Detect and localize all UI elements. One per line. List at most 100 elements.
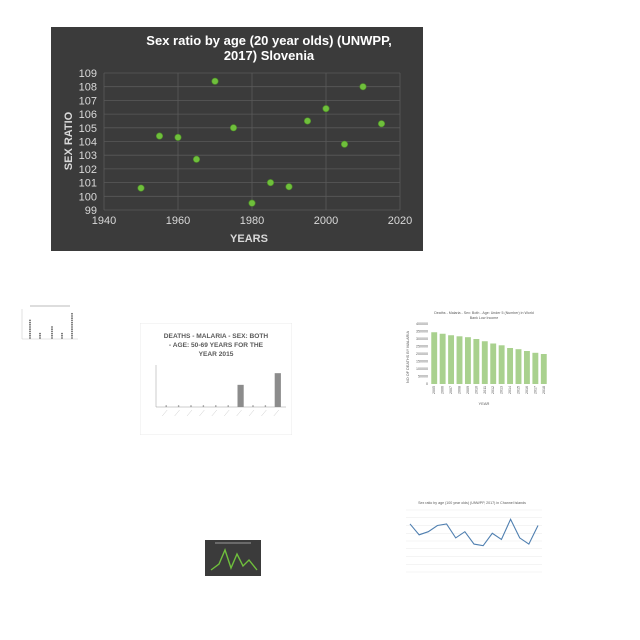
y-tick-label: 102 [79,164,97,176]
data-point [267,179,275,187]
data-point [340,140,348,148]
y-tick-label: 106 [79,109,97,121]
thumb3-bar [498,345,505,384]
thumb3-y-label: NO OF DEATHS BY MALARIA [406,331,410,383]
thumb3-x-tick: 2005 [432,386,436,394]
thumb3-x-tick: 2009 [466,386,470,394]
thumb3-bars [431,332,547,384]
thumb3-bar [439,333,446,384]
thumb3-y-ticks: 0 50000 100000 150000 200000 250000 300000 3500… [416,322,428,386]
thumb3-bar [540,354,547,384]
thumb3-x-tick: 2013 [500,386,504,394]
grid-lines [103,72,401,211]
x-tick-label: 1980 [240,215,264,227]
thumb2-bar [252,405,254,407]
thumb3-bar [532,352,539,384]
x-axis-label: YEARS [230,233,268,245]
thumb3-x-tick: 2011 [483,386,487,394]
thumbnail-chart-2: DEATHS - MALARIA - SEX: BOTH - AGE: 50-6… [139,322,293,436]
thumb2-title-line3: YEAR 2015 [199,351,234,358]
chart-title-line2: 2017) Slovenia [224,48,315,63]
main-chart-svg: Sex ratio by age (20 year olds) (UNWPP, … [51,27,423,251]
thumb3-y-tick: 350000 [416,330,428,334]
thumb3-y-tick: 100000 [416,367,428,371]
thumb3-x-tick: 2015 [517,386,521,394]
chart-title-line1: Sex ratio by age (20 year olds) (UNWPP, [146,33,391,48]
x-tick-label: 1940 [92,215,116,227]
y-tick-label: 109 [79,68,97,80]
data-point [137,184,145,192]
data-point [230,124,238,132]
thumb3-y-tick: 150000 [416,360,428,364]
thumb3-x-tick: 2006 [441,386,445,394]
thumb2-title-line1: DEATHS - MALARIA - SEX: BOTH [164,333,269,340]
thumb3-y-tick: 250000 [416,345,428,349]
thumb2-bar [237,384,244,407]
thumb3-x-tick: 2008 [458,386,462,394]
x-tick-label: 2020 [388,215,412,227]
y-tick-label: 99 [85,205,97,217]
thumb3-x-tick: 2016 [525,386,529,394]
thumb3-bar [490,343,497,384]
chart-background [51,27,423,251]
y-tick-label: 104 [79,137,97,149]
thumb2-bar [177,405,180,407]
thumb3-y-tick: 400000 [416,322,428,326]
thumb3-bar [507,348,514,384]
thumbnail-chart-5: Sex ratio by age (100 year olds) (UNWPP,… [388,494,548,582]
thumb3-bar [515,349,522,384]
thumb3-x-tick: 2007 [449,386,453,394]
data-point [304,117,312,125]
thumb3-x-tick: 2014 [508,386,512,394]
thumbnail-chart-3-svg: Deaths - Malaria - Sex: Both - Age: Unde… [400,302,550,408]
thumb3-bar [523,351,530,384]
data-point [377,120,385,128]
thumb3-y-tick: 50000 [418,375,428,379]
thumb3-bar [481,341,488,384]
thumb2-bar [227,405,229,407]
thumbnail-chart-3: Deaths - Malaria - Sex: Both - Age: Unde… [400,302,550,408]
y-tick-label: 100 [79,191,97,203]
thumb3-bar [456,336,463,384]
thumb3-bar [431,332,438,384]
thumb2-bar [202,405,205,407]
y-tick-label: 101 [79,178,97,190]
thumb2-bar [190,405,192,407]
thumb3-bar [448,335,455,384]
x-tick-labels: 1940 1960 1980 2000 2020 [92,215,412,227]
thumb3-title-line2: Bank Low Income [470,316,499,320]
y-axis-label: SEX RATIO [63,111,75,170]
thumbnail-chart-2-svg: DEATHS - MALARIA - SEX: BOTH - AGE: 50-6… [139,322,293,436]
thumbnail-chart-5-svg: Sex ratio by age (100 year olds) (UNWPP,… [388,494,548,582]
thumb5-series-line [409,518,539,547]
thumb3-x-tick: 2018 [542,386,546,394]
x-tick-label: 1960 [166,215,190,227]
y-tick-label: 107 [79,95,97,107]
thumb3-x-label: YEAR [479,401,490,406]
data-point [156,132,164,140]
data-point [174,133,182,141]
thumbnail-chart-1 [12,303,80,345]
thumb3-y-tick: 200000 [416,352,428,356]
data-point [322,105,330,113]
data-points [137,77,385,207]
main-chart: Sex ratio by age (20 year olds) (UNWPP, … [51,27,423,251]
thumb3-x-tick: 2017 [533,386,537,394]
data-point [193,155,201,163]
thumbnail-chart-1-svg [12,303,80,345]
y-tick-label: 108 [79,82,97,94]
data-point [285,183,293,191]
data-point [211,77,219,85]
y-tick-label: 103 [79,150,97,162]
y-tick-label: 105 [79,123,97,135]
thumb3-x-ticks: 2005 2006 2007 2008 2009 2010 2011 2012 2013 2014… [432,386,546,394]
thumb2-title-line2: - AGE: 50-69 YEARS FOR THE [169,342,264,349]
thumb5-title: Sex ratio by age (100 year olds) (UNWPP,… [418,501,526,505]
thumb3-title-line1: Deaths - Malaria - Sex: Both - Age: Unde… [434,311,534,315]
thumb3-x-tick: 2012 [491,386,495,394]
thumb2-bar [264,405,267,407]
thumb3-y-tick: 300000 [416,337,428,341]
thumb3-y-tick: 0 [426,382,428,386]
thumb3-bar [473,339,480,384]
